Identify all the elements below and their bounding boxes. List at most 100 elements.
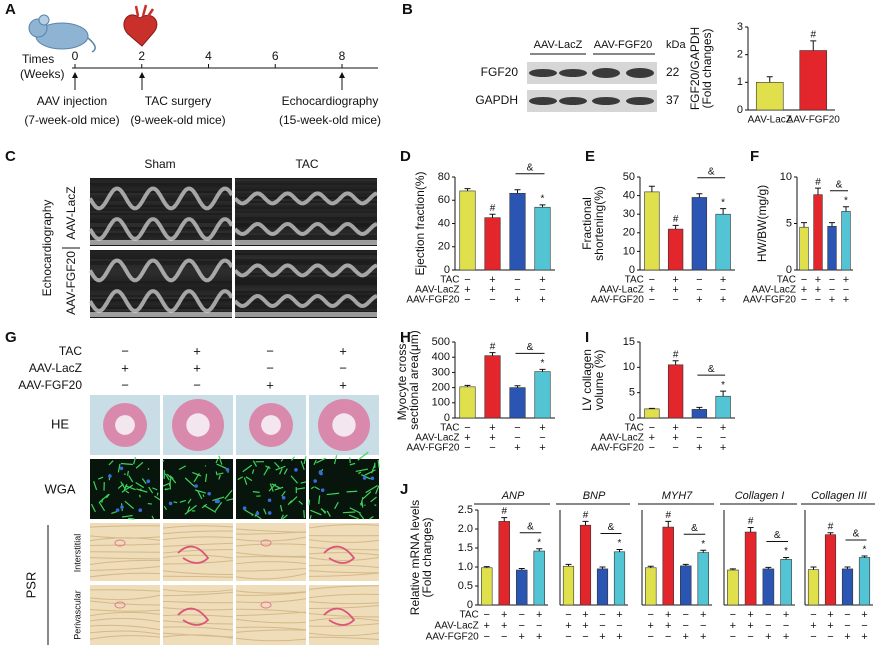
psr-fiber: [235, 561, 307, 565]
psr-fiber: [308, 617, 380, 622]
error-bar: [648, 407, 655, 409]
condition-label: AAV-FGF20: [406, 443, 460, 454]
condition-mark: +: [700, 631, 706, 643]
y-tick-label: 2.5: [458, 504, 473, 516]
condition-mark: +: [649, 432, 655, 444]
wga-membrane: [187, 498, 192, 504]
condition-mark: −: [121, 377, 129, 392]
wga-membrane: [251, 469, 255, 474]
error-bar: [539, 368, 546, 372]
condition-mark: −: [193, 377, 201, 392]
condition-mark: +: [501, 609, 507, 621]
wga-membrane: [303, 510, 305, 519]
wga-membrane: [162, 459, 165, 463]
blot-kda: 22: [666, 65, 680, 79]
wga-nucleus: [267, 498, 272, 503]
significance-marker: #: [490, 203, 496, 214]
y-tick-label: 50: [623, 171, 635, 183]
wga-membrane: [280, 458, 284, 462]
echo-image: [88, 250, 234, 318]
condition-label: AAV-FGF20: [591, 295, 645, 306]
condition-mark: −: [536, 620, 542, 632]
panel-label: F: [750, 148, 759, 165]
wga-membrane: [171, 478, 177, 484]
wga-membrane: [300, 460, 305, 470]
significance-marker: #: [748, 516, 754, 527]
psr-fiber: [308, 585, 380, 590]
mouse-ear: [38, 14, 50, 26]
wga-membrane: [274, 486, 284, 491]
error-bar: [539, 204, 546, 208]
condition-label: AAV-FGF20: [743, 295, 797, 306]
wga-membrane: [326, 492, 340, 496]
bar: [644, 408, 660, 419]
wga-membrane: [369, 515, 374, 520]
timeline-tick-label: 8: [339, 49, 346, 63]
psr-fiber: [89, 537, 161, 542]
y-tick-label: 60: [438, 194, 450, 206]
psr-fiber: [235, 536, 307, 542]
condition-mark: −: [829, 284, 835, 296]
condition-mark: +: [801, 284, 807, 296]
condition-mark: +: [339, 343, 347, 358]
condition-mark: −: [844, 609, 850, 621]
bar: [762, 568, 775, 606]
echo-wall: [233, 191, 378, 206]
bar: [715, 395, 731, 419]
condition-label: AAV-LacZ: [415, 433, 459, 444]
condition-mark: −: [765, 620, 771, 632]
wga-membrane: [93, 480, 98, 491]
error-bar: [514, 385, 521, 388]
condition-mark: −: [720, 432, 726, 444]
bar: [780, 559, 792, 606]
condition-mark: −: [599, 609, 605, 621]
condition-mark: −: [696, 274, 702, 286]
condition-mark: −: [489, 442, 495, 454]
wga-membrane: [361, 500, 364, 508]
condition-mark: +: [815, 284, 821, 296]
bar: [498, 521, 510, 606]
condition-mark: −: [464, 274, 470, 286]
wga-membrane: [148, 486, 154, 494]
bar: [799, 226, 809, 271]
error-bar: [501, 517, 508, 522]
condition-mark: +: [672, 422, 678, 434]
wga-membrane: [283, 468, 288, 475]
condition-mark: +: [720, 422, 726, 434]
bar: [534, 371, 551, 419]
psr-fiber: [89, 609, 161, 612]
psr-fiber: [162, 530, 234, 535]
wga-membrane: [282, 514, 288, 520]
wga-membrane: [359, 513, 365, 520]
wga-membrane: [252, 491, 260, 493]
wga-membrane: [224, 489, 233, 500]
psr-fiber: [235, 591, 307, 596]
condition-mark: −: [464, 294, 470, 306]
condition-mark: +: [514, 294, 520, 306]
chart-title: Collagen I: [735, 490, 785, 502]
wga-membrane: [252, 460, 258, 467]
condition-mark: +: [121, 360, 129, 375]
condition-label: TAC: [459, 610, 478, 621]
bracket-label: &: [836, 179, 843, 190]
echo-wall: [88, 186, 234, 211]
condition-mark: +: [827, 620, 833, 632]
psr-collagen: [260, 539, 272, 547]
condition-mark: +: [844, 631, 850, 643]
error-bar: [843, 206, 849, 212]
wga-membrane: [320, 508, 327, 513]
wga-membrane: [139, 494, 141, 498]
condition-mark: +: [861, 631, 867, 643]
bar: [744, 531, 757, 606]
y-tick-label: 5: [629, 387, 635, 399]
bar: [799, 50, 828, 111]
psr-fiber: [308, 613, 380, 618]
wga-nucleus: [120, 505, 124, 509]
bracket-label: &: [691, 523, 698, 534]
psr-fiber: [89, 611, 161, 617]
wga-nucleus: [313, 479, 317, 483]
timeline-tick-label: 4: [205, 49, 212, 63]
chart-title: Collagen III: [811, 490, 867, 502]
psr-fiber: [89, 617, 161, 623]
wga-membrane: [374, 504, 377, 507]
